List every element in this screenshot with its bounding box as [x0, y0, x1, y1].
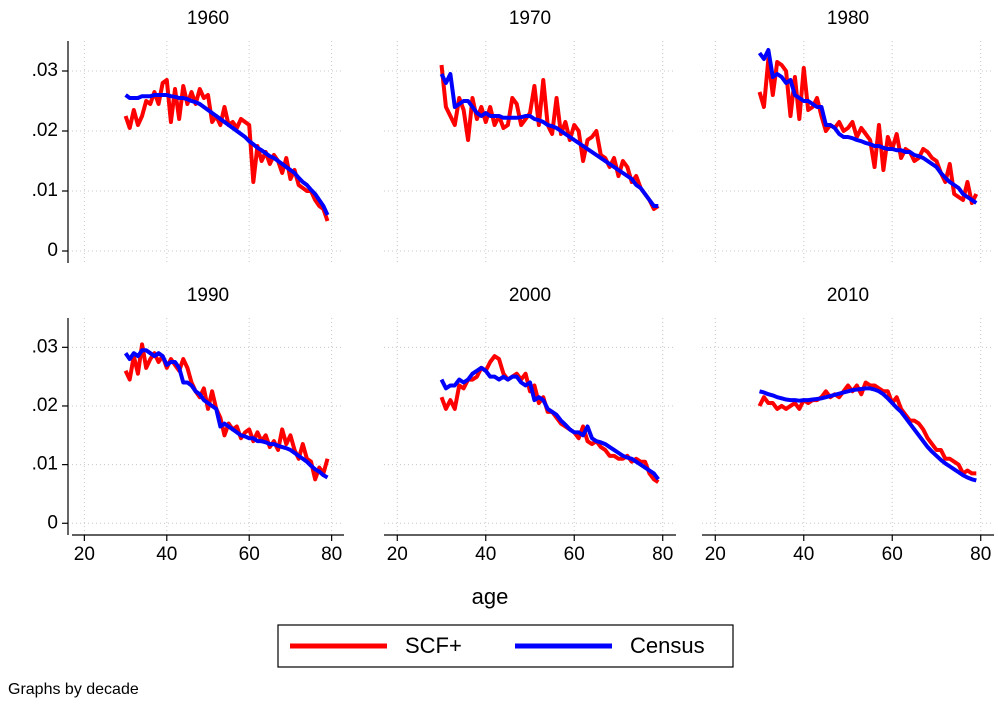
y-tick-label: .03: [32, 60, 58, 81]
panel-title: 1980: [827, 8, 869, 29]
y-tick-label: .03: [32, 336, 58, 357]
x-tick-label: 40: [475, 544, 496, 565]
x-tick-label: 60: [239, 544, 260, 565]
y-tick-label: .02: [32, 120, 58, 141]
x-tick-label: 80: [970, 544, 991, 565]
x-tick-label: 40: [156, 544, 177, 565]
line-scf: [757, 380, 977, 476]
line-census: [439, 365, 660, 481]
panel-title: 2000: [509, 285, 551, 306]
panel-title: 1970: [509, 8, 551, 29]
y-tick-label: .02: [32, 395, 58, 416]
x-tick-label: 20: [705, 544, 726, 565]
x-tick-label: 20: [74, 544, 95, 565]
line-scf: [123, 342, 330, 482]
line-census: [439, 72, 659, 208]
panel-title: 2010: [827, 285, 869, 306]
x-tick-label: 60: [882, 544, 903, 565]
y-tick-label: 0: [47, 512, 58, 533]
panel-title: 1990: [187, 285, 229, 306]
line-census: [124, 93, 330, 216]
line-census: [759, 386, 977, 483]
x-tick-label: 80: [321, 544, 342, 565]
y-tick-label: .01: [32, 180, 58, 201]
y-tick-label: .01: [32, 454, 58, 475]
legend-label: SCF+: [405, 633, 462, 658]
note: Graphs by decade: [8, 681, 139, 698]
x-axis-label: age: [472, 584, 509, 609]
x-tick-label: 20: [387, 544, 408, 565]
legend-label: Census: [630, 633, 705, 658]
y-tick-label: 0: [47, 240, 58, 261]
line-census: [123, 348, 329, 480]
x-tick-label: 60: [564, 544, 585, 565]
panel-title: 1960: [187, 8, 229, 29]
x-tick-label: 80: [652, 544, 673, 565]
x-tick-label: 40: [793, 544, 814, 565]
line-scf: [439, 64, 660, 211]
line-census: [757, 48, 978, 205]
